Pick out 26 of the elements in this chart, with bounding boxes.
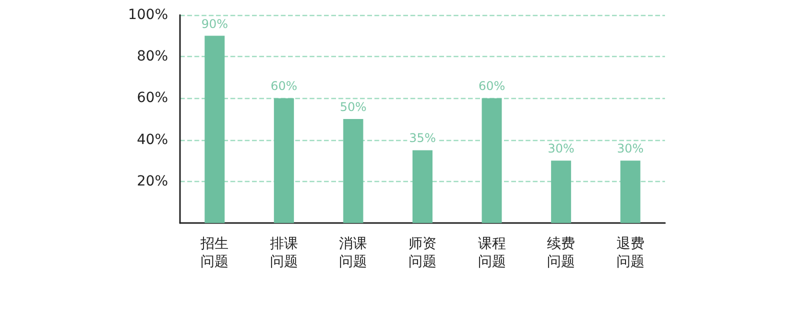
- y-tick-label: 100%: [128, 7, 168, 23]
- bar: [204, 36, 225, 223]
- x-tick-label: 排课问题: [270, 236, 298, 270]
- data-label: 60%: [270, 79, 298, 94]
- data-label: 90%: [201, 16, 228, 31]
- x-tick-label: 退费问题: [616, 236, 644, 270]
- y-tick-label: 80%: [136, 48, 168, 65]
- data-label: 30%: [548, 142, 574, 156]
- bar: [482, 98, 502, 223]
- y-tick-label: 60%: [136, 90, 168, 106]
- bar: [274, 98, 294, 223]
- bar: [343, 119, 364, 223]
- data-label: 50%: [340, 100, 367, 114]
- data-label: 35%: [409, 131, 436, 146]
- y-tick-label: 20%: [136, 173, 168, 190]
- bar: [551, 160, 572, 223]
- x-tick-label: 招生问题: [200, 236, 229, 270]
- x-tick-label: 消课问题: [339, 236, 368, 270]
- bar: [412, 150, 432, 223]
- data-label: 60%: [478, 79, 506, 94]
- x-tick-label: 课程问题: [478, 236, 506, 270]
- bar: [620, 160, 640, 223]
- data-label: 30%: [617, 142, 644, 156]
- x-tick-label: 师资问题: [408, 236, 436, 270]
- y-tick-label: 40%: [136, 132, 168, 148]
- x-tick-label: 续费问题: [547, 236, 576, 270]
